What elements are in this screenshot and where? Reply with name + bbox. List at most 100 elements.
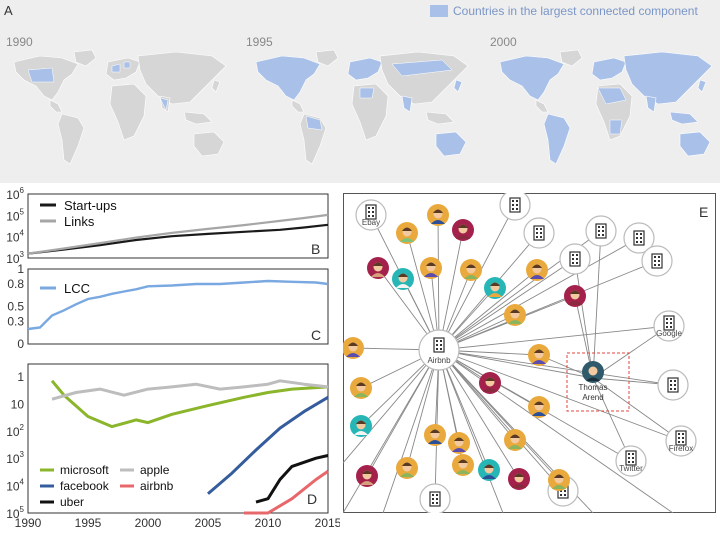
building-window xyxy=(368,215,370,217)
country-region xyxy=(183,111,213,125)
person-hair xyxy=(430,429,440,433)
building-icon xyxy=(433,337,445,353)
building-window xyxy=(372,211,374,213)
map-year-2000: 2000 xyxy=(490,35,517,49)
charts-panel: B 106 105 104 103 Start-ups Links C 1 0.8 0.5 0… xyxy=(0,183,342,530)
building-window xyxy=(632,457,634,459)
building-window xyxy=(670,384,672,386)
country-region xyxy=(291,99,305,113)
network-svg: E Ebay Google Firefox Twitter Airbnb ThomasAr… xyxy=(342,189,716,515)
person-body xyxy=(346,353,360,357)
country-region xyxy=(591,57,627,81)
country-region xyxy=(57,113,85,165)
building-window xyxy=(368,207,370,209)
maps-svg: A Countries in the largest connected com… xyxy=(4,3,713,165)
building-window xyxy=(632,461,634,463)
building-window xyxy=(666,326,668,328)
building-window xyxy=(372,215,374,217)
building-window xyxy=(654,264,656,266)
person-node xyxy=(526,259,548,281)
company-label-ebay: Ebay xyxy=(362,218,380,227)
country-region xyxy=(679,131,711,157)
network-edge xyxy=(438,349,504,514)
building-icon xyxy=(595,223,607,239)
series-line-facebook xyxy=(207,396,329,495)
person-body xyxy=(400,473,414,477)
building-window xyxy=(682,441,684,443)
network-edge xyxy=(438,349,674,386)
company-node: Google xyxy=(653,310,685,342)
panel-d: D 1 10 102 103 104 105 1990 1995 2000 2005 2010 20… xyxy=(6,363,342,530)
person-node xyxy=(504,304,526,326)
highlight-label: Arend xyxy=(582,393,603,402)
building-window xyxy=(516,204,518,206)
panel-d-y-tick: 102 xyxy=(6,423,24,439)
person-hair xyxy=(485,377,495,381)
person-node xyxy=(484,277,506,299)
person-hair xyxy=(458,459,468,463)
hub-label: Airbnb xyxy=(427,356,451,365)
person-body xyxy=(452,448,466,452)
building-window xyxy=(636,237,638,239)
x-tick-label: 1995 xyxy=(75,516,102,529)
network-edge xyxy=(574,258,594,379)
panel-label-c: C xyxy=(311,327,321,343)
country-region xyxy=(159,97,169,111)
building-window xyxy=(540,236,542,238)
country-region xyxy=(379,51,469,105)
country-region xyxy=(535,99,549,113)
building-window xyxy=(572,258,574,260)
building-window xyxy=(368,211,370,213)
person-hair xyxy=(362,470,372,474)
building-window xyxy=(372,207,374,209)
x-tick-label: 2005 xyxy=(195,516,222,529)
panel-c-y-tick: 1 xyxy=(17,262,24,276)
person-hair xyxy=(348,342,358,346)
country-region xyxy=(305,115,323,131)
country-region xyxy=(543,113,571,165)
person-body xyxy=(456,235,470,239)
legend-label: microsoft xyxy=(60,463,109,477)
person-hair xyxy=(356,420,366,424)
building-window xyxy=(598,230,600,232)
company-node xyxy=(657,369,689,401)
person-hair xyxy=(534,401,544,405)
series-line-airbnb xyxy=(244,470,329,515)
network-edge xyxy=(382,349,440,514)
company-label-twitter: Twitter xyxy=(619,464,643,473)
person-node xyxy=(350,415,372,437)
highlight-label: Thomas xyxy=(579,383,608,392)
country-region xyxy=(347,57,383,81)
country-region xyxy=(453,79,463,93)
person-node xyxy=(504,429,526,451)
network-edge xyxy=(438,349,682,442)
building-window xyxy=(658,264,660,266)
company-node xyxy=(523,217,555,249)
building-window xyxy=(628,453,630,455)
country-region xyxy=(597,87,627,105)
person-hair xyxy=(356,382,366,386)
person-node xyxy=(478,459,500,481)
panel-d-frame xyxy=(27,363,329,514)
network-edge xyxy=(438,260,658,351)
panel-label-d: D xyxy=(307,491,317,507)
person-node xyxy=(392,268,414,290)
person-body xyxy=(464,275,478,279)
person-node xyxy=(396,457,418,479)
network-edge xyxy=(438,258,576,351)
network-edge xyxy=(438,349,674,514)
panel-c-y-tick: 0.5 xyxy=(7,300,24,314)
person-body xyxy=(424,273,438,277)
building-window xyxy=(432,498,434,500)
building-window xyxy=(564,494,566,496)
person-body xyxy=(400,238,414,242)
panel-b-frame xyxy=(27,193,329,259)
panel-label-b: B xyxy=(311,241,320,257)
person-body xyxy=(482,475,496,479)
map-year-1995: 1995 xyxy=(246,35,273,49)
series-line-lcc xyxy=(27,279,329,331)
network-edge xyxy=(438,349,520,480)
person-hair xyxy=(570,290,580,294)
building-window xyxy=(436,502,438,504)
